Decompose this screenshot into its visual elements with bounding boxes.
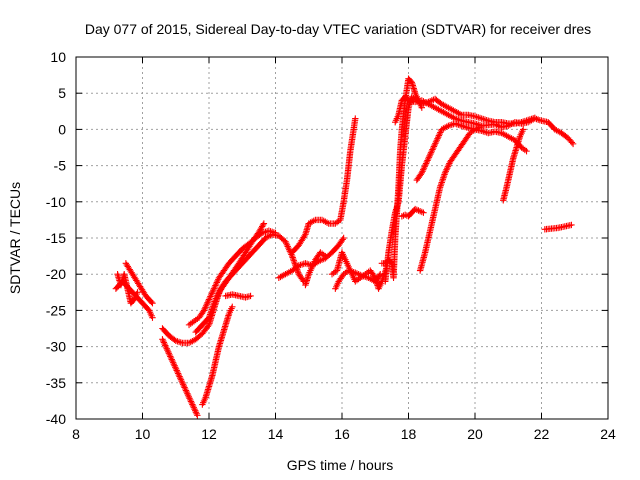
y-tick-label: -5 (54, 158, 67, 174)
y-axis-label: SDTVAR / TECUs (7, 182, 23, 294)
series-markers (288, 115, 359, 256)
data-marks (112, 75, 577, 419)
series-markers (382, 93, 539, 285)
series-17 (413, 120, 530, 184)
y-tick-label: -35 (46, 375, 66, 391)
series-6 (192, 220, 268, 336)
series-markers (114, 271, 141, 307)
y-tick-label: 0 (58, 121, 66, 137)
series-markers (159, 336, 201, 419)
series-markers (398, 205, 427, 220)
y-tick-label: -25 (46, 302, 66, 318)
series-markers (416, 124, 484, 274)
series-5 (185, 227, 279, 329)
y-tick-label: -20 (46, 266, 66, 282)
y-tick-label: 10 (50, 49, 66, 65)
series-13 (332, 267, 384, 292)
x-tick-label: 10 (135, 426, 151, 442)
series-7 (199, 303, 236, 408)
y-tick-label: -30 (46, 339, 66, 355)
series-1 (114, 271, 141, 307)
x-tick-label: 12 (201, 426, 217, 442)
series-20 (500, 126, 527, 204)
series-11 (302, 249, 329, 289)
y-tick-label: -10 (46, 194, 66, 210)
x-tick-label: 20 (467, 426, 483, 442)
series-10 (288, 115, 359, 256)
x-tick-label: 8 (72, 426, 80, 442)
series-3 (159, 336, 201, 419)
series-15 (382, 93, 539, 285)
series-19 (398, 205, 427, 220)
x-tick-label: 24 (600, 426, 616, 442)
x-tick-label: 14 (268, 426, 284, 442)
series-markers (185, 227, 279, 329)
series-markers (392, 93, 577, 148)
y-tick-labels: -40 -35 -30 -25 -20 -15 -10 -5 0 5 10 (46, 49, 66, 427)
series-2 (122, 260, 156, 307)
series-21 (541, 221, 575, 233)
series-markers (199, 303, 236, 408)
chart-title: Day 077 of 2015, Sidereal Day-to-day VTE… (85, 21, 591, 37)
series-markers (222, 291, 254, 301)
series-markers (159, 231, 307, 347)
series-18 (416, 124, 484, 274)
y-tick-label: -40 (46, 411, 66, 427)
x-tick-label: 18 (401, 426, 417, 442)
x-axis-label: GPS time / hours (287, 457, 394, 473)
series-16 (392, 93, 577, 148)
series-4 (159, 231, 307, 347)
series-markers (302, 249, 329, 289)
x-tick-labels: 8 10 12 14 16 18 20 22 24 (72, 426, 616, 442)
y-tick-label: -15 (46, 230, 66, 246)
series-markers (541, 221, 575, 233)
x-tick-label: 16 (334, 426, 350, 442)
y-tick-label: 5 (58, 85, 66, 101)
series-markers (332, 267, 384, 292)
series-markers (500, 126, 527, 204)
series-markers (192, 220, 268, 336)
series-8 (222, 291, 254, 301)
axis-ticks (75, 56, 609, 420)
series-markers (122, 260, 156, 307)
x-tick-label: 22 (534, 426, 550, 442)
series-markers (413, 120, 530, 184)
